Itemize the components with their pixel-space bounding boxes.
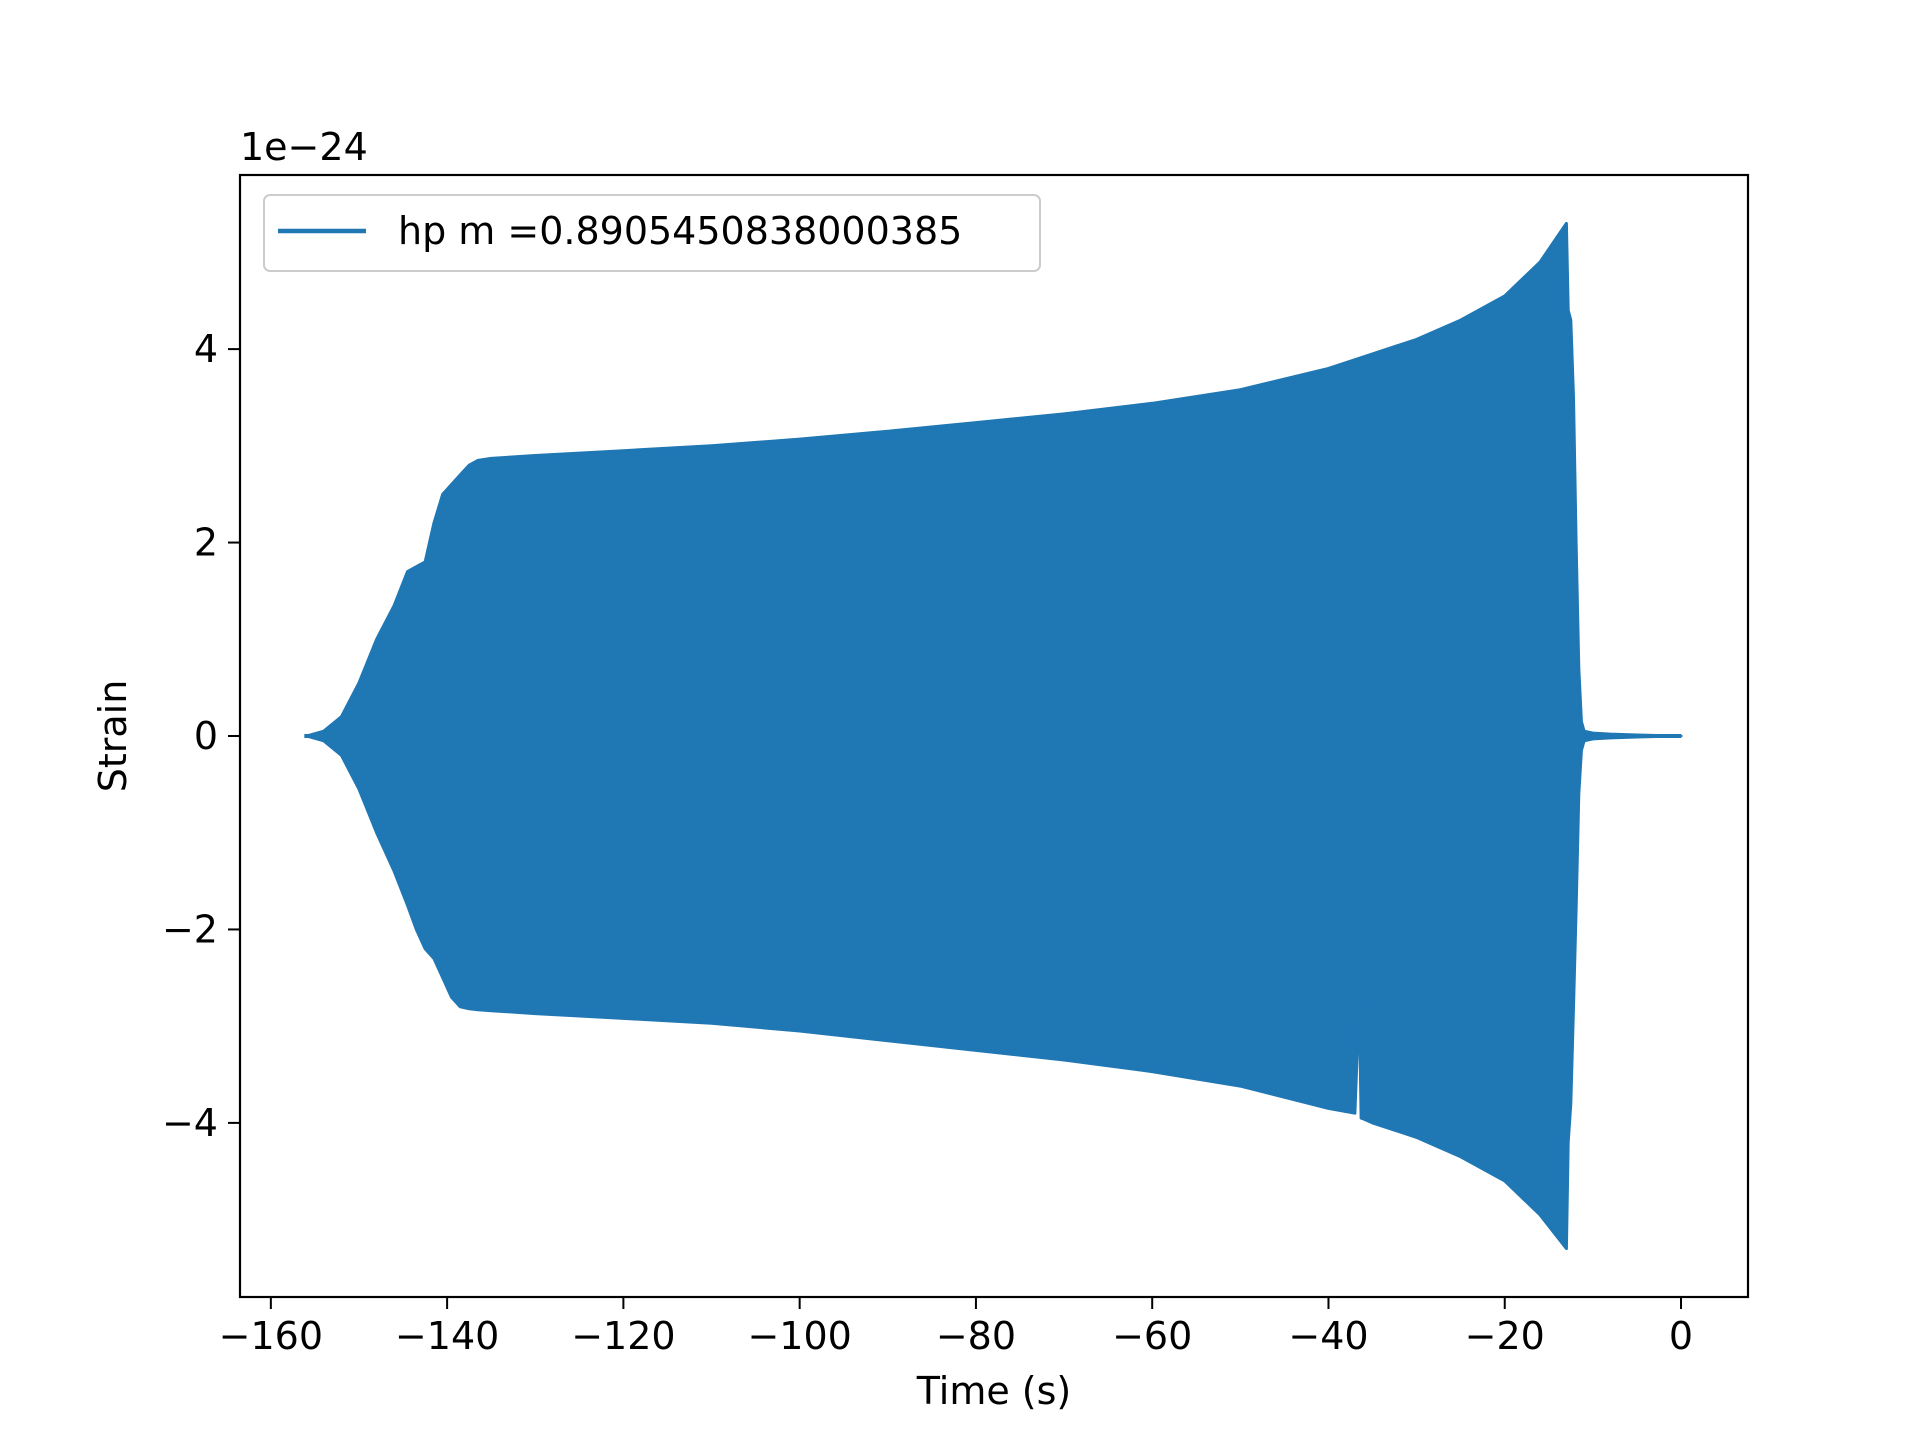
y-tick-label: −2: [162, 907, 218, 951]
x-tick-label: −60: [1112, 1314, 1192, 1358]
x-tick-label: 0: [1669, 1314, 1693, 1358]
plot-area: [304, 221, 1683, 1251]
y-tick-label: −4: [162, 1101, 218, 1145]
x-tick-label: −80: [936, 1314, 1016, 1358]
x-tick-label: −160: [219, 1314, 323, 1358]
x-axis: −160 −140 −120 −100 −80 −60 −40 −20 0: [219, 1297, 1693, 1358]
legend-label: hp m =0.8905450838000385: [398, 209, 962, 253]
x-tick-label: −100: [747, 1314, 851, 1358]
y-tick-label: 0: [194, 714, 218, 758]
x-tick-label: −20: [1465, 1314, 1545, 1358]
y-offset-text: 1e−24: [240, 125, 368, 169]
y-tick-label: 4: [194, 327, 218, 371]
x-tick-label: −140: [395, 1314, 499, 1358]
x-tick-label: −120: [571, 1314, 675, 1358]
y-axis-label: Strain: [91, 680, 135, 793]
y-axis: −4 −2 0 2 4: [162, 327, 240, 1145]
legend: hp m =0.8905450838000385: [263, 194, 1041, 272]
x-axis-label: Time (s): [916, 1369, 1072, 1413]
x-tick-label: −40: [1288, 1314, 1368, 1358]
y-tick-label: 2: [194, 521, 218, 565]
legend-box: [263, 194, 1041, 272]
